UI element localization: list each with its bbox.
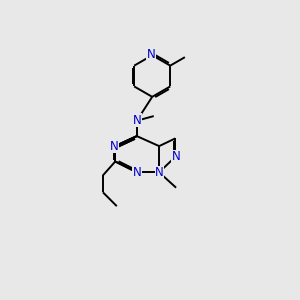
Text: N: N (147, 48, 156, 62)
Text: N: N (110, 140, 119, 153)
Text: N: N (132, 166, 141, 179)
Text: N: N (155, 166, 164, 179)
Text: N: N (132, 114, 141, 127)
Text: N: N (172, 150, 181, 164)
